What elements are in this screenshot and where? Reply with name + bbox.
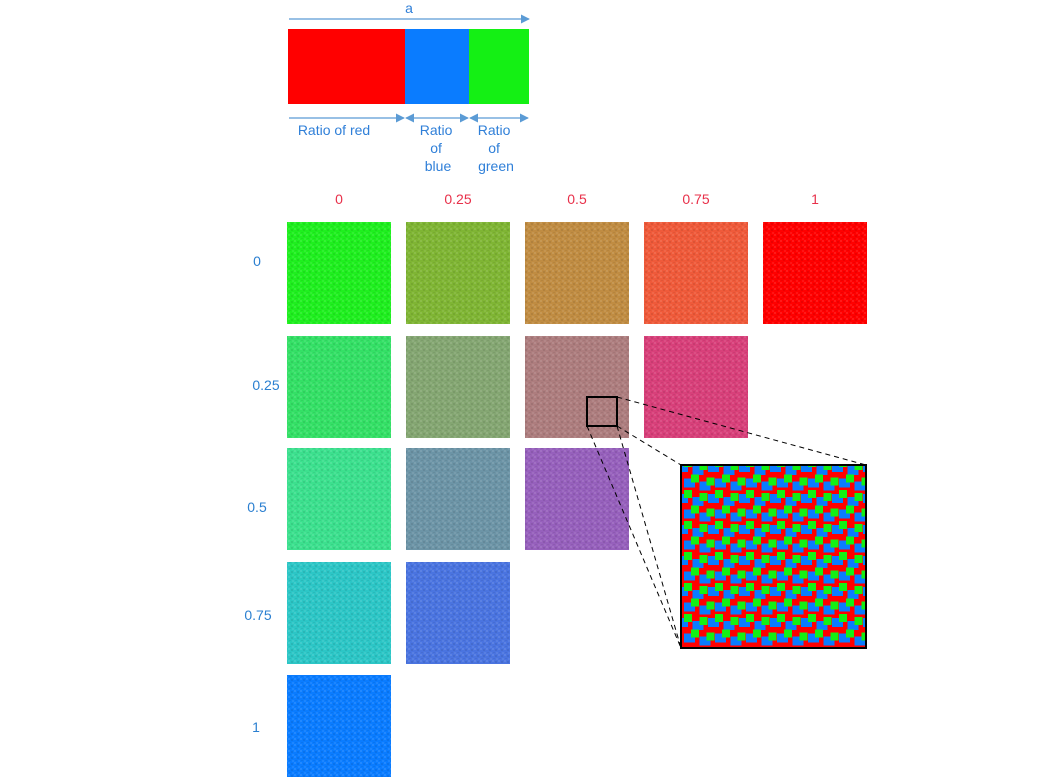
color-grid [287,222,867,777]
zoom-source-box [586,396,618,427]
row-header: 0.25 [252,377,279,393]
ratio-of-blue-label: Ratio of blue [420,122,457,174]
ratio-of-red-label: Ratio of red [298,122,370,138]
red-segment [288,29,405,104]
zoom-guide-line [616,396,867,466]
color-cell [287,448,391,550]
row-headers: 0 0.25 0.5 0.75 1 [244,253,279,735]
row-header: 0.5 [247,499,267,515]
row-header: 0 [253,253,261,269]
row-header: 0.75 [244,607,271,623]
zoom-callout [586,396,867,649]
color-cell [644,222,748,324]
column-header: 0 [335,191,343,207]
color-cell [406,222,510,324]
zoom-guide-line [616,425,682,649]
color-cell [525,336,629,438]
ratio-of-green-label: Ratio of green [478,122,515,174]
color-cell [287,562,391,664]
color-cell [525,222,629,324]
top-bar: a Ratio of red Ratio of blue Ratio of gr… [288,0,530,174]
zoom-inset-border [680,464,867,649]
zoom-guide-line [586,425,682,649]
zoom-guide-line [616,425,682,466]
color-cell [763,222,867,324]
color-cell [525,448,629,550]
color-cell [406,562,510,664]
color-cell [287,675,391,777]
blue-segment [405,29,469,104]
column-header: 0.5 [567,191,587,207]
green-segment [469,29,529,104]
color-cell [406,336,510,438]
column-header: 0.75 [682,191,709,207]
width-label: a [405,0,413,16]
column-headers: 0 0.25 0.5 0.75 1 [335,191,819,207]
row-header: 1 [252,719,260,735]
color-cell [287,222,391,324]
column-header: 1 [811,191,819,207]
color-cell [644,336,748,438]
color-cell [287,336,391,438]
color-cell [406,448,510,550]
column-header: 0.25 [444,191,471,207]
zoom-inset [681,465,866,648]
